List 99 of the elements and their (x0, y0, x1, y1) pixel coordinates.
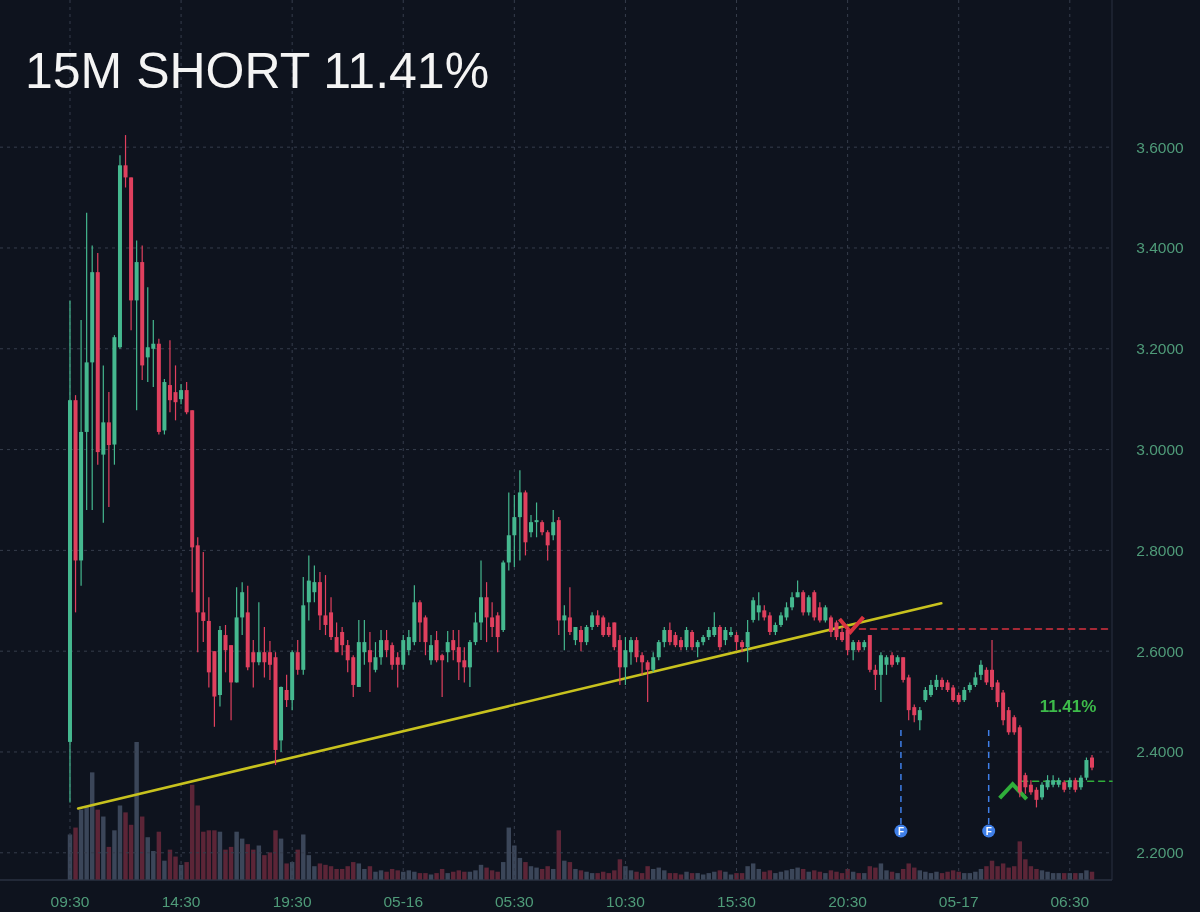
candlestick (978, 659, 983, 681)
bar (162, 860, 167, 880)
candlestick (684, 626, 689, 651)
x-tick-label: 14:30 (161, 892, 201, 910)
candlestick (851, 639, 856, 661)
y-tick-label: 3.2000 (1136, 340, 1185, 358)
candlestick (267, 640, 272, 681)
candlestick (717, 624, 722, 651)
candlestick (373, 641, 378, 673)
candlestick (551, 509, 556, 541)
candlestick (917, 706, 922, 731)
bar (295, 849, 300, 880)
candlestick (845, 626, 850, 656)
bar (101, 816, 106, 880)
candlestick (167, 339, 172, 413)
ref-line-label: F (985, 825, 992, 837)
candlestick (323, 574, 328, 636)
bar (73, 827, 78, 880)
candlestick (484, 581, 489, 643)
x-tick-label: 20:30 (828, 892, 868, 910)
x-tick-label: 06:30 (1050, 892, 1090, 910)
x-tick-label: 15:30 (717, 892, 757, 910)
candlestick (173, 364, 178, 421)
candlestick (367, 631, 372, 693)
bar (1073, 873, 1078, 880)
candlestick (784, 601, 789, 622)
candlestick (256, 601, 261, 666)
x-tick-label: 05-17 (938, 892, 979, 910)
y-tick-label: 3.4000 (1136, 239, 1185, 257)
bar (856, 873, 861, 880)
bar (134, 742, 139, 880)
candlestick (295, 639, 300, 676)
candlestick (662, 626, 667, 648)
candlestick (628, 636, 633, 666)
y-tick-label: 2.6000 (1136, 642, 1185, 660)
y-tick-label: 2.2000 (1136, 844, 1185, 862)
candlestick (656, 639, 661, 661)
candlestick (495, 611, 500, 653)
candlestick (473, 611, 478, 646)
y-tick-label: 2.4000 (1136, 743, 1185, 761)
x-tick-label: 05-16 (383, 892, 424, 910)
candlestick (567, 586, 572, 636)
candlestick (529, 514, 533, 538)
x-tick-label: 09:30 (50, 892, 90, 910)
candlestick (579, 625, 583, 652)
bar (573, 868, 578, 880)
candlestick (490, 601, 495, 638)
candlestick (1084, 756, 1089, 781)
candlestick (395, 651, 400, 689)
bar (823, 873, 828, 880)
candlestick (429, 634, 434, 666)
text: 15M SHORT 11.41% (25, 43, 490, 99)
candlestick (445, 630, 450, 663)
candlestick (767, 611, 772, 636)
candlestick (790, 591, 795, 611)
candlestick (901, 656, 906, 684)
y-tick-label: 3.6000 (1136, 138, 1185, 156)
candlestick (106, 391, 111, 508)
annotation: 11.41% (1039, 696, 1097, 716)
candlestick (745, 619, 750, 663)
candlestick (545, 529, 550, 562)
candlestick (734, 631, 739, 651)
candlestick (512, 494, 517, 568)
candlestick (728, 626, 733, 638)
bar (895, 873, 900, 880)
x-tick-label: 05:30 (494, 892, 535, 910)
candlestick (451, 629, 456, 661)
candlestick (179, 383, 184, 405)
candlestick (690, 629, 695, 651)
candlestick (379, 629, 384, 666)
candlestick (284, 674, 289, 708)
candlestick (817, 601, 822, 624)
candlestick (645, 659, 650, 703)
candlestick (751, 596, 756, 624)
candlestick (651, 651, 656, 673)
bar (523, 862, 528, 880)
candlestick (723, 626, 728, 646)
candlestick (562, 604, 567, 651)
candlestick (990, 639, 995, 691)
x-tick-label: 10:30 (606, 892, 646, 910)
candlestick (740, 639, 745, 653)
candlestick (873, 664, 878, 691)
candlestick (806, 594, 811, 616)
candlestick (534, 501, 539, 538)
candlestick (584, 624, 589, 646)
bar (562, 860, 567, 880)
candlestick (201, 551, 206, 643)
y-tick-label: 3.0000 (1136, 441, 1185, 459)
candlestick (801, 589, 806, 616)
bar (445, 873, 450, 880)
candlestick (262, 626, 267, 678)
bar (684, 871, 689, 880)
x-tick-label: 19:30 (272, 892, 312, 910)
candlestick (123, 134, 128, 189)
candlestick (756, 591, 761, 622)
ref-line-label: F (897, 825, 904, 837)
candlestick (623, 636, 628, 686)
y-tick-label: 2.8000 (1136, 541, 1185, 559)
bar (284, 863, 289, 880)
